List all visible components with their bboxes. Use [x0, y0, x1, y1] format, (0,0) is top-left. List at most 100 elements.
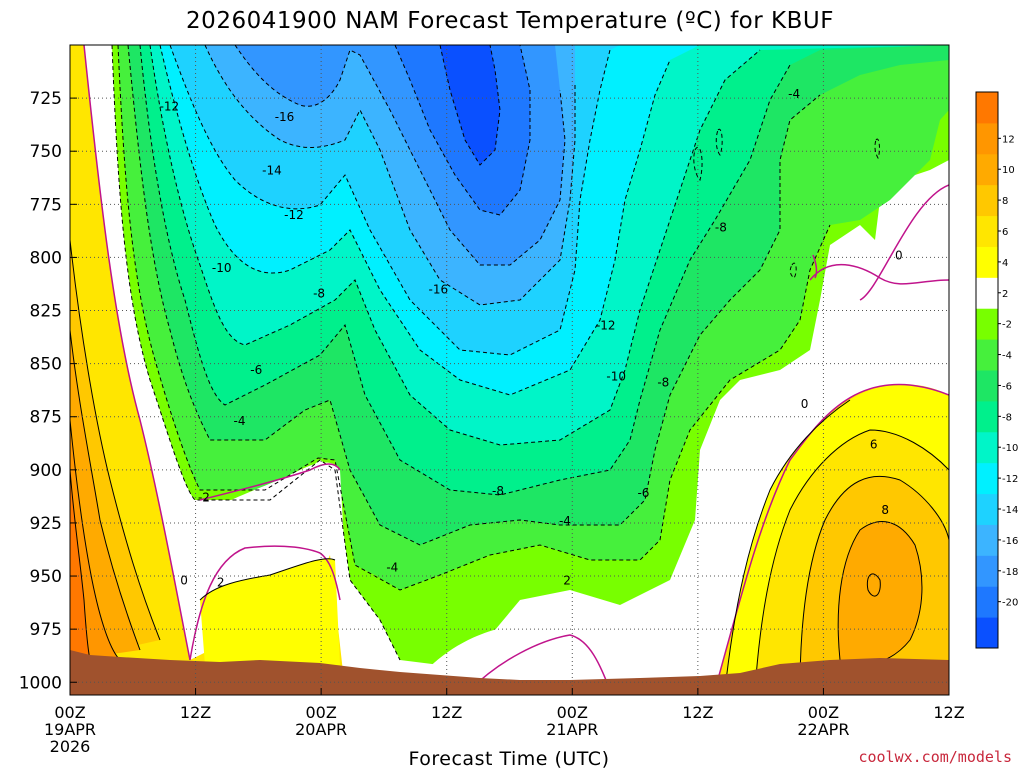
colorbar-label: 6 [1002, 227, 1008, 238]
contour-label: -8 [313, 287, 325, 301]
colorbar-swatch [976, 339, 998, 371]
contour-label: 0 [801, 397, 809, 411]
colorbar-swatch [976, 617, 998, 649]
y-tick-label: 900 [30, 461, 62, 481]
band-fill-mid-yellow [200, 558, 340, 665]
contour-label: -6 [250, 363, 262, 377]
colorbar-label: -16 [1002, 536, 1018, 547]
contour-label: 6 [870, 437, 878, 451]
contour-label: -14 [262, 163, 282, 177]
x-tick-label: 12Z [431, 703, 462, 722]
colorbar-swatch [976, 555, 998, 587]
x-tick-date: 20APR [295, 720, 347, 739]
contour-label: -8 [492, 484, 504, 498]
colorbar-label: 12 [1002, 134, 1015, 145]
positive-contours [70, 239, 949, 691]
x-tick-date: 22APR [797, 720, 849, 739]
colorbar-label: 4 [1002, 258, 1008, 269]
colorbar-swatch [976, 400, 998, 433]
contour-labels: -12 -16 -14 -12 -10 -8 -6 -4 -2 0 2 -4 -16 -8 -4 2 -12 -1… [160, 87, 903, 590]
colorbar-swatch [976, 431, 998, 464]
colorbar-swatch [976, 184, 998, 217]
x-tick-date: 21APR [546, 720, 598, 739]
y-axis: 725 750 775 800 825 850 875 900 925 950 975 1000 [19, 89, 77, 693]
plot-area: -12 -16 -14 -12 -10 -8 -6 -4 -2 0 2 -4 -16 -8 -4 2 -12 -1… [70, 45, 949, 695]
colorbar-label: -18 [1002, 567, 1018, 578]
colorbar-label: -14 [1002, 505, 1018, 516]
colorbar-swatch [976, 92, 998, 124]
y-tick-label: 825 [30, 302, 62, 322]
contour-label: -10 [606, 369, 626, 383]
contour-label: -4 [788, 87, 800, 101]
x-tick-label: 00Z [557, 703, 588, 722]
colorbar-swatch [976, 153, 998, 186]
x-tick-label: 00Z [305, 703, 336, 722]
colorbar-label: 10 [1002, 165, 1015, 176]
contour-label: -4 [386, 561, 398, 575]
contour-label: 0 [180, 573, 188, 587]
contour-label: -16 [429, 282, 449, 296]
y-tick-label: 750 [30, 142, 62, 162]
x-tick-year: 2026 [50, 737, 91, 756]
colorbar-swatch [976, 308, 998, 340]
colorbar-swatch [976, 462, 998, 495]
y-tick-label: 800 [30, 248, 62, 268]
terrain-fill [70, 650, 949, 695]
colorbar-swatch [976, 370, 998, 402]
colorbar-label: 8 [1002, 196, 1008, 207]
colorbar-swatch [976, 524, 998, 556]
colorbar-swatch [976, 215, 998, 247]
contour-label: -12 [160, 100, 180, 114]
colorbar-swatch [976, 586, 998, 618]
contour-label: -4 [559, 514, 571, 528]
colorbar-label: -10 [1002, 443, 1018, 454]
contour-label: -8 [715, 221, 727, 235]
chart-title: 2026041900 NAM Forecast Temperature (ºC)… [186, 8, 834, 34]
plot-frame [69, 44, 950, 696]
contour-label: -10 [212, 261, 232, 275]
contour-label: 2 [217, 575, 225, 589]
y-tick-label: 725 [30, 89, 62, 109]
colorbar-label: -4 [1002, 351, 1012, 362]
band-fill-right-warm8 [838, 521, 922, 665]
y-tick-label: 925 [30, 514, 62, 534]
band-fill-mid-white [200, 462, 345, 560]
band-fill-minus22 [440, 45, 500, 165]
y-tick-label: 950 [30, 567, 62, 587]
colorbar-label: 2 [1002, 289, 1008, 300]
y-tick-label: 975 [30, 620, 62, 640]
colorbar-label: -2 [1002, 320, 1012, 331]
x-tick-label: 00Z [54, 703, 85, 722]
x-axis-label: Forecast Time (UTC) [409, 748, 610, 768]
x-tick-date: 19APR [44, 720, 96, 739]
colorbar-label: -8 [1002, 412, 1012, 423]
colorbar-swatch [976, 122, 998, 155]
y-tick-label: 1000 [19, 673, 62, 693]
colorbar-label: -20 [1002, 598, 1018, 609]
contour-label: 0 [895, 248, 903, 262]
contour-label: -2 [198, 490, 210, 504]
contour-label: -6 [637, 486, 649, 500]
contour-label: 2 [563, 573, 571, 587]
color-scale-legend: -20 -18 -16 -14 -12 -10 -8 -6 -4 -2 2 4 6 8 10 12 [975, 91, 1018, 649]
y-tick-label: 775 [30, 195, 62, 215]
y-tick-label: 875 [30, 408, 62, 428]
colorbar-frame [975, 91, 999, 649]
x-tick-label: 12Z [682, 703, 713, 722]
contour-label: -12 [596, 318, 616, 332]
colorbar-swatch [976, 493, 998, 525]
source-credit: coolwx.com/models [858, 748, 1012, 766]
subzero-contours [111, 45, 880, 661]
x-tick-label: 00Z [808, 703, 839, 722]
colorbar-swatch [976, 277, 998, 309]
band-fill-bottom-white [410, 623, 700, 690]
contour-label: 8 [881, 503, 889, 517]
contour-label: -12 [284, 208, 304, 222]
grid-lines [70, 45, 949, 695]
contour-label: -8 [657, 376, 669, 390]
colorbar-swatch [976, 246, 998, 278]
x-tick-label: 12Z [180, 703, 211, 722]
contour-label: -16 [275, 110, 295, 124]
